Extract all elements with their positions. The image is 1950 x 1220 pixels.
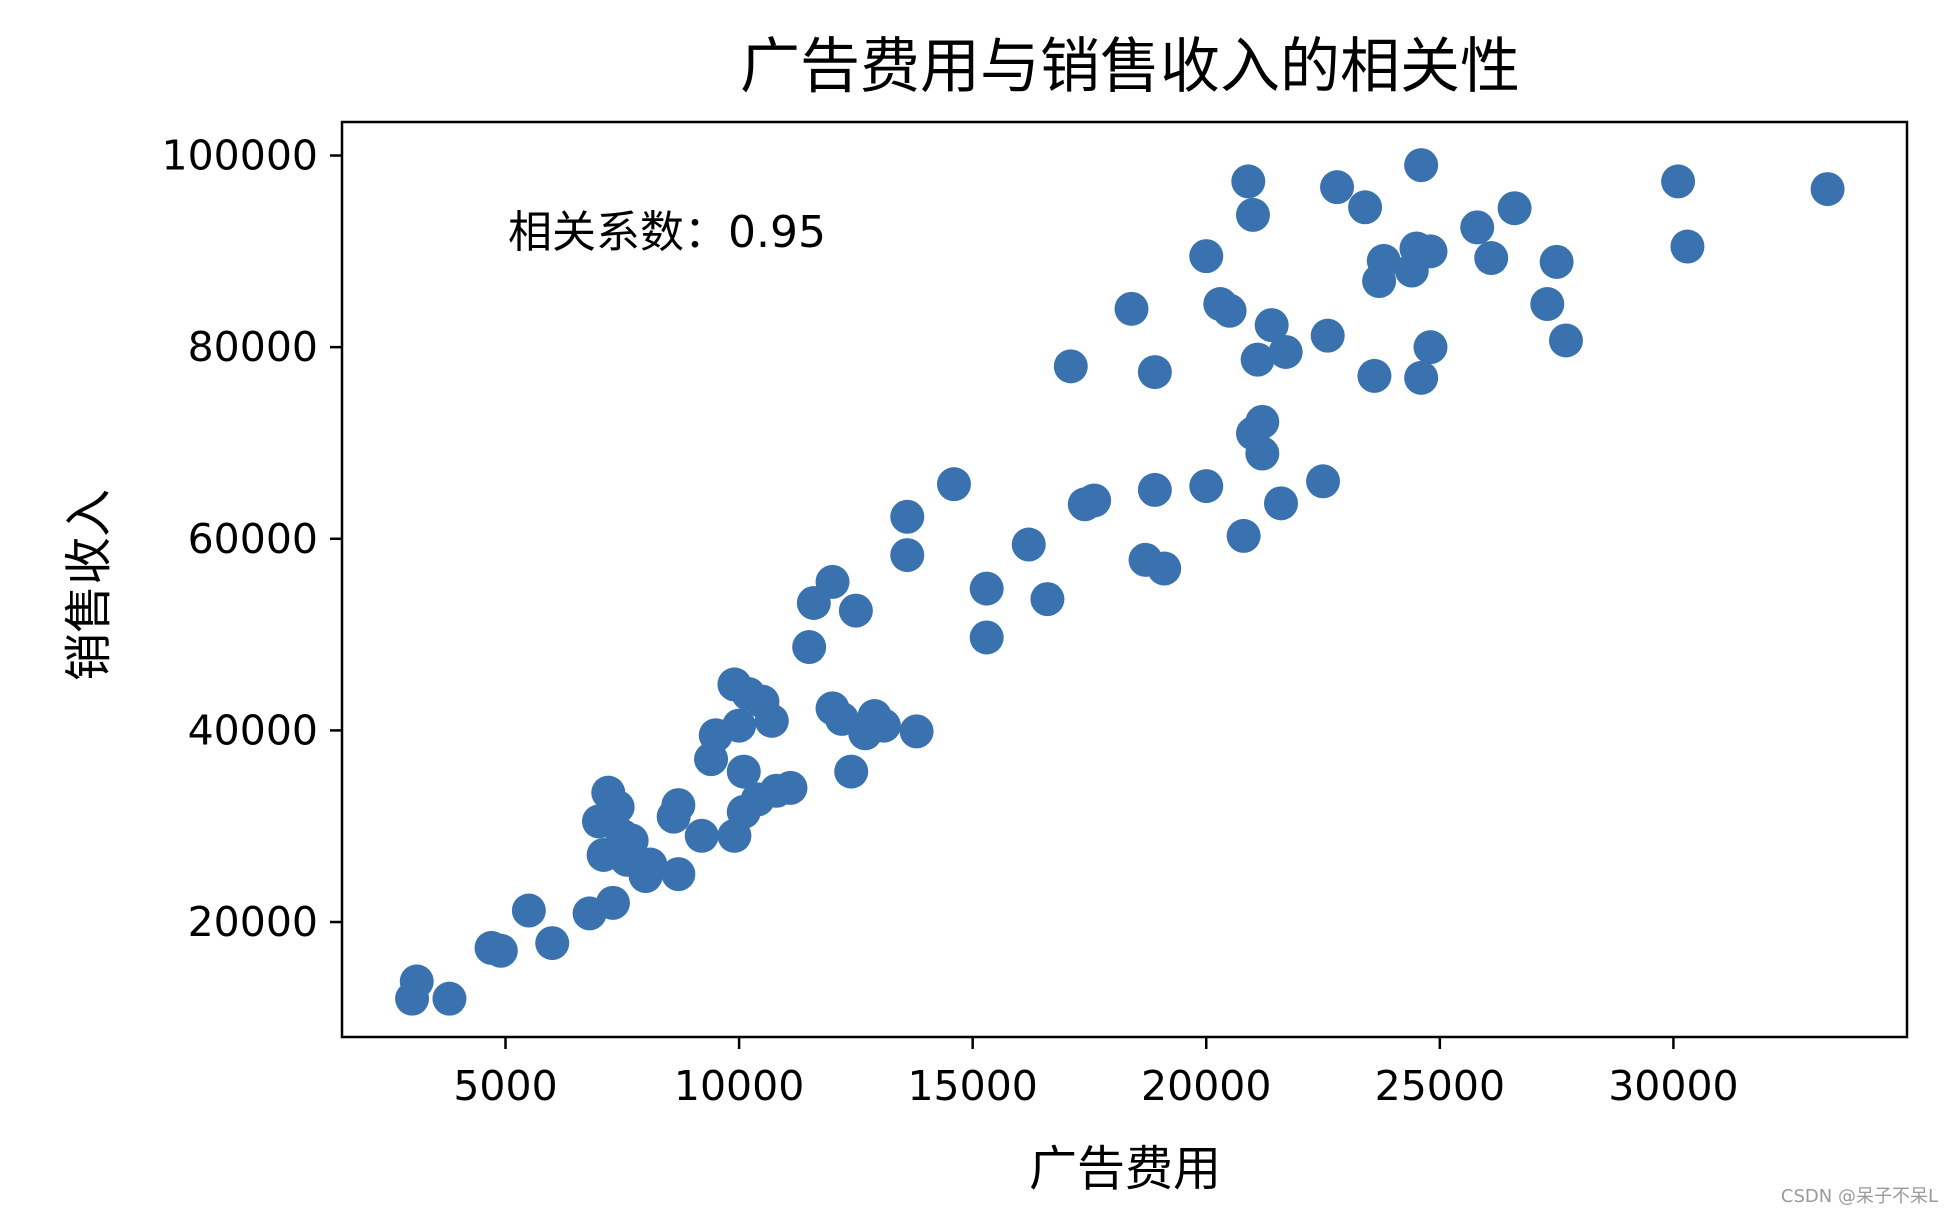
x-tick-label: 30000	[1608, 1062, 1738, 1110]
scatter-point	[535, 926, 570, 961]
plot-frame	[340, 120, 1909, 1039]
scatter-point	[1235, 197, 1270, 232]
scatter-points	[395, 148, 1845, 1016]
scatter-point	[1226, 518, 1261, 553]
scatter-point	[1231, 164, 1266, 199]
scatter-point	[1348, 190, 1383, 225]
scatter-point	[969, 571, 1004, 606]
x-axis-label: 广告费用	[1029, 1141, 1221, 1197]
scatter-point	[1306, 464, 1341, 499]
y-tick-label: 40000	[188, 706, 318, 754]
scatter-point	[1240, 342, 1275, 377]
scatter-point	[792, 630, 827, 665]
scatter-point	[1254, 308, 1289, 343]
scatter-point	[1245, 404, 1280, 439]
scatter-point	[1310, 318, 1345, 353]
y-tick-label: 20000	[188, 898, 318, 946]
scatter-point	[838, 593, 873, 628]
scatter-point	[1530, 287, 1565, 322]
scatter-point	[773, 770, 808, 805]
scatter-point	[1053, 349, 1088, 384]
scatter-point	[661, 857, 696, 892]
scatter-point	[600, 790, 635, 825]
scatter-point	[936, 467, 971, 502]
scatter-point	[1189, 469, 1224, 504]
scatter-point	[483, 933, 518, 968]
scatter-point	[595, 885, 630, 920]
scatter-point	[754, 703, 789, 738]
scatter-point	[1137, 472, 1172, 507]
scatter-point	[1548, 323, 1583, 358]
scatter-point	[815, 564, 850, 599]
scatter-point	[614, 823, 649, 858]
scatter-point	[1077, 483, 1112, 518]
scatter-point	[1264, 486, 1298, 521]
scatter-point	[1189, 239, 1224, 274]
scatter-point	[899, 714, 934, 749]
scatter-point	[726, 754, 761, 789]
y-tick-label: 60000	[188, 515, 318, 563]
scatter-point	[969, 620, 1004, 655]
scatter-point	[834, 754, 869, 789]
scatter-point	[1357, 358, 1392, 393]
scatter-point	[1212, 293, 1247, 328]
y-axis-ticks: 20000 40000 60000 80000 100000	[161, 132, 342, 946]
scatter-point	[1810, 172, 1845, 207]
scatter-point	[684, 818, 719, 853]
scatter-point	[1474, 241, 1509, 276]
scatter-point	[722, 708, 757, 743]
scatter-point	[866, 708, 901, 743]
x-tick-label: 20000	[1141, 1062, 1271, 1110]
scatter-point	[1539, 244, 1574, 279]
scatter-point	[890, 538, 925, 573]
scatter-point	[1114, 291, 1149, 326]
scatter-point	[1366, 243, 1401, 278]
chart-title: 广告费用与销售收入的相关性	[740, 32, 1520, 102]
scatter-point	[1245, 436, 1280, 471]
x-tick-label: 15000	[907, 1062, 1037, 1110]
scatter-point	[1661, 164, 1696, 199]
scatter-point	[1320, 170, 1355, 205]
scatter-point	[1404, 148, 1439, 183]
x-tick-label: 5000	[453, 1062, 557, 1110]
scatter-point	[1268, 334, 1303, 369]
correlation-annotation: 相关系数：0.95	[508, 207, 826, 258]
scatter-point	[1670, 229, 1705, 264]
scatter-point	[1147, 551, 1182, 586]
scatter-point	[432, 981, 467, 1016]
y-tick-label: 100000	[161, 132, 318, 180]
scatter-point	[1413, 330, 1448, 365]
y-tick-label: 80000	[188, 323, 318, 371]
scatter-point	[633, 847, 668, 882]
scatter-point	[1497, 191, 1532, 226]
scatter-point	[511, 893, 546, 928]
scatter-point	[890, 499, 925, 534]
x-tick-label: 25000	[1375, 1062, 1505, 1110]
scatter-point	[661, 788, 696, 823]
scatter-point	[1413, 234, 1448, 269]
scatter-point	[1404, 360, 1439, 395]
scatter-point	[1030, 582, 1065, 617]
scatter-point	[1137, 355, 1172, 390]
watermark: CSDN @呆子不呆L	[1780, 1186, 1938, 1207]
scatter-point	[1011, 527, 1046, 562]
scatter-point	[399, 964, 434, 999]
x-axis-ticks: 5000 10000 15000 20000 25000 30000	[453, 1037, 1739, 1110]
x-tick-label: 10000	[674, 1062, 804, 1110]
y-axis-label: 销售收入	[61, 489, 117, 681]
scatter-point	[1460, 210, 1495, 245]
